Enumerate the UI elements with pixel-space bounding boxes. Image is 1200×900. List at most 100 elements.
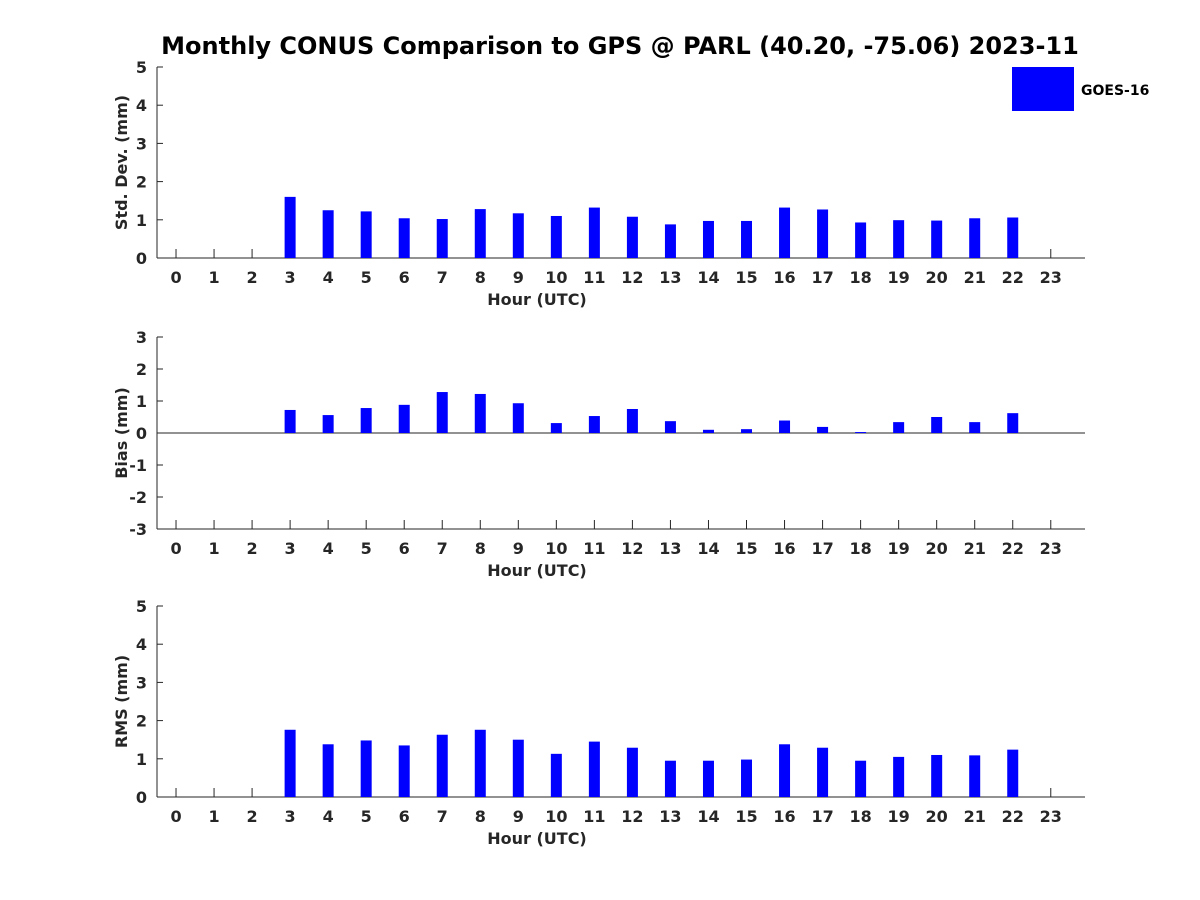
rms-x-tick-label: 21 bbox=[964, 807, 986, 826]
bias-x-tick-label: 9 bbox=[513, 539, 524, 558]
rms-x-tick-label: 15 bbox=[735, 807, 757, 826]
bias-y-tick-label: 1 bbox=[136, 392, 147, 411]
bias-x-tick-label: 18 bbox=[849, 539, 871, 558]
bias-bar-hour-6 bbox=[398, 404, 410, 433]
rms-bar-hour-7 bbox=[436, 734, 448, 797]
std-dev-bar-hour-20 bbox=[931, 220, 943, 258]
bias-bar-hour-4 bbox=[322, 415, 334, 433]
rms-bar-hour-16 bbox=[779, 744, 791, 797]
bias-x-tick-label: 10 bbox=[545, 539, 567, 558]
bias-x-tick-label: 7 bbox=[437, 539, 448, 558]
bias-x-tick-label: 12 bbox=[621, 539, 643, 558]
std-dev-x-axis-label: Hour (UTC) bbox=[487, 290, 587, 309]
std-dev-x-tick-label: 13 bbox=[659, 268, 681, 287]
std-dev-bar-hour-22 bbox=[1007, 217, 1019, 258]
std-dev-bar-hour-16 bbox=[779, 207, 791, 258]
rms-bar-hour-8 bbox=[474, 729, 486, 797]
bias-x-tick-label: 3 bbox=[285, 539, 296, 558]
bias-bar-hour-22 bbox=[1007, 413, 1019, 433]
std-dev-x-tick-label: 20 bbox=[926, 268, 948, 287]
bias-x-tick-label: 21 bbox=[964, 539, 986, 558]
rms-bar-hour-3 bbox=[284, 729, 296, 797]
std-dev-x-tick-label: 16 bbox=[773, 268, 795, 287]
bias-y-tick-label: 0 bbox=[136, 424, 147, 443]
std-dev-y-axis-label: Std. Dev. (mm) bbox=[112, 95, 131, 230]
rms-y-tick-label: 0 bbox=[136, 788, 147, 807]
rms-x-tick-label: 18 bbox=[849, 807, 871, 826]
bias-bar-hour-19 bbox=[893, 422, 905, 433]
bias-y-tick-label: -1 bbox=[129, 456, 147, 475]
rms-x-tick-label: 19 bbox=[888, 807, 910, 826]
std-dev-x-tick-label: 19 bbox=[888, 268, 910, 287]
figure-title: Monthly CONUS Comparison to GPS @ PARL (… bbox=[161, 32, 1079, 60]
rms-x-tick-label: 11 bbox=[583, 807, 605, 826]
bias-bar-hour-16 bbox=[779, 420, 791, 433]
std-dev-bar-hour-17 bbox=[817, 209, 829, 258]
rms-bar-hour-18 bbox=[855, 760, 867, 797]
bias-x-tick-label: 22 bbox=[1002, 539, 1024, 558]
bias-bar-hour-18 bbox=[855, 432, 867, 434]
bias-bar-hour-5 bbox=[360, 408, 372, 433]
std-dev-bar-hour-12 bbox=[626, 216, 638, 258]
std-dev-bar-hour-8 bbox=[474, 209, 486, 258]
rms-x-tick-label: 17 bbox=[811, 807, 833, 826]
bias-x-axis-label: Hour (UTC) bbox=[487, 561, 587, 580]
bias-x-tick-label: 11 bbox=[583, 539, 605, 558]
std-dev-y-tick-label: 0 bbox=[136, 249, 147, 268]
rms-x-tick-label: 10 bbox=[545, 807, 567, 826]
std-dev-bar-hour-15 bbox=[741, 220, 753, 258]
std-dev-x-tick-label: 0 bbox=[170, 268, 181, 287]
bias-x-tick-label: 20 bbox=[926, 539, 948, 558]
bias-x-tick-label: 6 bbox=[399, 539, 410, 558]
bias-x-tick-label: 17 bbox=[811, 539, 833, 558]
bias-bar-hour-10 bbox=[550, 423, 562, 433]
rms-x-tick-label: 16 bbox=[773, 807, 795, 826]
bias-x-tick-label: 19 bbox=[888, 539, 910, 558]
rms-x-tick-label: 0 bbox=[170, 807, 181, 826]
rms-bar-hour-11 bbox=[588, 741, 600, 797]
std-dev-x-tick-label: 4 bbox=[323, 268, 334, 287]
std-dev-bar-hour-4 bbox=[322, 210, 334, 258]
bias-bar-hour-3 bbox=[284, 409, 296, 433]
std-dev-x-tick-label: 3 bbox=[285, 268, 296, 287]
bias-y-axis-label: Bias (mm) bbox=[112, 387, 131, 479]
bias-x-tick-label: 0 bbox=[170, 539, 181, 558]
std-dev-x-tick-label: 6 bbox=[399, 268, 410, 287]
bias-bar-hour-7 bbox=[436, 392, 448, 433]
std-dev-bar-hour-9 bbox=[512, 213, 524, 258]
rms-bar-hour-20 bbox=[931, 754, 943, 797]
rms-x-tick-label: 14 bbox=[697, 807, 719, 826]
rms-bar-hour-10 bbox=[550, 753, 562, 797]
rms-bar-hour-9 bbox=[512, 739, 524, 797]
std-dev-bar-hour-13 bbox=[664, 224, 676, 258]
bias-bar-hour-14 bbox=[702, 429, 714, 433]
bias-x-tick-label: 23 bbox=[1040, 539, 1062, 558]
std-dev-bar-hour-3 bbox=[284, 196, 296, 258]
rms-bar-hour-15 bbox=[741, 759, 753, 797]
bias-x-tick-label: 15 bbox=[735, 539, 757, 558]
rms-y-axis-label: RMS (mm) bbox=[112, 655, 131, 748]
bias-x-tick-label: 16 bbox=[773, 539, 795, 558]
std-dev-x-tick-label: 23 bbox=[1040, 268, 1062, 287]
bias-x-tick-label: 14 bbox=[697, 539, 719, 558]
bias-x-tick-label: 5 bbox=[361, 539, 372, 558]
std-dev-x-tick-label: 14 bbox=[697, 268, 719, 287]
std-dev-x-tick-label: 7 bbox=[437, 268, 448, 287]
rms-x-tick-label: 4 bbox=[323, 807, 334, 826]
bias-x-tick-label: 1 bbox=[208, 539, 219, 558]
rms-bar-hour-4 bbox=[322, 744, 334, 797]
rms-x-tick-label: 6 bbox=[399, 807, 410, 826]
rms-x-tick-label: 9 bbox=[513, 807, 524, 826]
rms-x-tick-label: 1 bbox=[208, 807, 219, 826]
std-dev-x-tick-label: 18 bbox=[849, 268, 871, 287]
rms-x-tick-label: 3 bbox=[285, 807, 296, 826]
bias-x-tick-label: 8 bbox=[475, 539, 486, 558]
bias-bar-hour-13 bbox=[664, 421, 676, 433]
std-dev-y-tick-label: 3 bbox=[136, 134, 147, 153]
bias-x-tick-label: 2 bbox=[247, 539, 258, 558]
legend: GOES-16 bbox=[1012, 67, 1149, 111]
std-dev-bar-hour-18 bbox=[855, 222, 867, 258]
